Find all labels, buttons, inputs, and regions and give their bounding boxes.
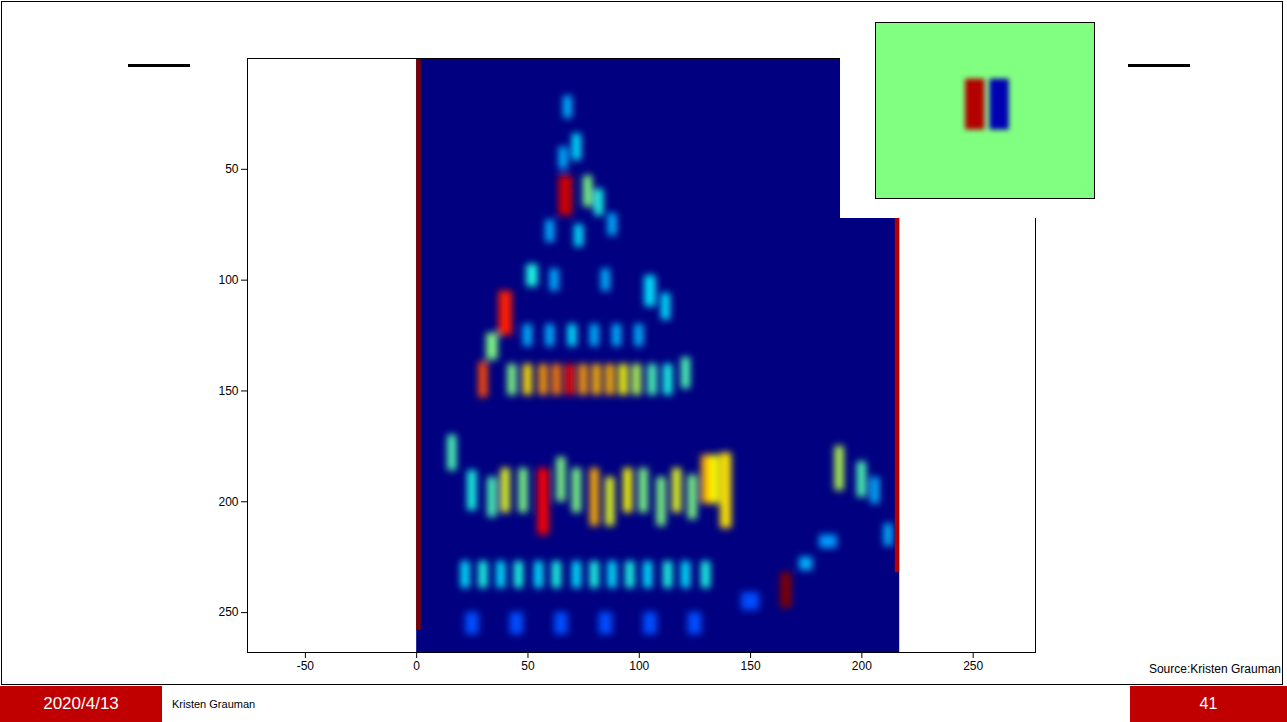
svg-text:50: 50 [225,162,239,176]
svg-text:200: 200 [852,659,872,673]
svg-text:50: 50 [521,659,535,673]
svg-text:250: 250 [963,659,983,673]
svg-text:-50: -50 [297,659,315,673]
html-text:Source:Kristen Grauman: Source:Kristen Grauman [1148,662,1281,676]
svg-text:150: 150 [741,659,761,673]
svg-text:100: 100 [218,273,238,287]
svg-text:200: 200 [218,495,238,509]
svg-text:100: 100 [629,659,649,673]
html-text:2020/4/13: 2020/4/13 [43,694,119,713]
html-text:Kristen Grauman: Kristen Grauman [172,698,256,710]
svg-text:250: 250 [218,605,238,619]
svg-text:0: 0 [413,659,420,673]
svg-text:150: 150 [218,384,238,398]
html-text:41: 41 [1199,695,1218,712]
